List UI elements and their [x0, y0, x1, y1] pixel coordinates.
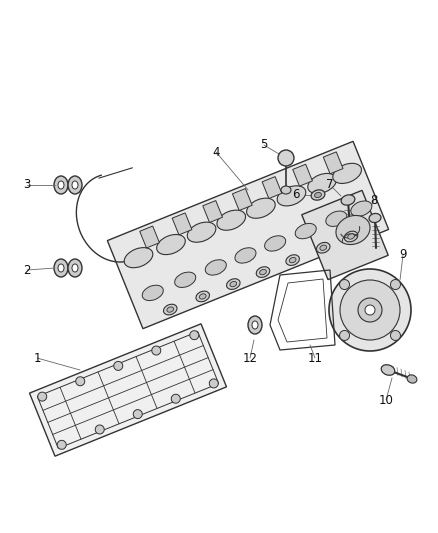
Text: 3: 3 — [23, 179, 31, 191]
Polygon shape — [29, 324, 226, 456]
Ellipse shape — [281, 186, 291, 194]
Ellipse shape — [68, 259, 82, 277]
Polygon shape — [233, 189, 252, 211]
Ellipse shape — [58, 264, 64, 272]
Text: 12: 12 — [243, 351, 258, 365]
Ellipse shape — [311, 190, 325, 200]
Ellipse shape — [76, 377, 85, 386]
Ellipse shape — [205, 260, 226, 275]
Text: 5: 5 — [260, 139, 268, 151]
Polygon shape — [323, 152, 343, 174]
Ellipse shape — [308, 173, 336, 193]
Ellipse shape — [340, 280, 400, 340]
Text: 8: 8 — [370, 193, 378, 206]
Ellipse shape — [336, 215, 370, 245]
Ellipse shape — [314, 192, 321, 198]
Ellipse shape — [171, 394, 180, 403]
Polygon shape — [140, 226, 159, 248]
Ellipse shape — [286, 255, 300, 265]
Ellipse shape — [157, 235, 185, 255]
Ellipse shape — [57, 440, 66, 449]
Ellipse shape — [163, 304, 177, 315]
Polygon shape — [262, 176, 282, 198]
Ellipse shape — [329, 269, 411, 351]
Text: 7: 7 — [326, 179, 334, 191]
Text: 6: 6 — [292, 189, 300, 201]
Ellipse shape — [256, 266, 270, 277]
Ellipse shape — [230, 281, 237, 287]
Ellipse shape — [54, 259, 68, 277]
Text: 4: 4 — [212, 146, 220, 158]
Ellipse shape — [320, 245, 327, 251]
Text: 11: 11 — [307, 351, 322, 365]
Ellipse shape — [381, 365, 395, 375]
Ellipse shape — [348, 234, 354, 239]
Ellipse shape — [209, 379, 218, 388]
Ellipse shape — [252, 321, 258, 329]
Text: 1: 1 — [33, 351, 41, 365]
Ellipse shape — [365, 305, 375, 315]
Ellipse shape — [196, 291, 209, 302]
Ellipse shape — [190, 330, 199, 340]
Ellipse shape — [248, 316, 262, 334]
Ellipse shape — [175, 272, 196, 287]
Ellipse shape — [333, 163, 361, 183]
Polygon shape — [107, 141, 389, 329]
Ellipse shape — [152, 346, 161, 355]
Ellipse shape — [339, 279, 350, 289]
Ellipse shape — [199, 294, 206, 299]
Ellipse shape — [226, 279, 240, 289]
Ellipse shape — [339, 330, 350, 341]
Polygon shape — [172, 213, 192, 235]
Text: 9: 9 — [399, 248, 407, 262]
Ellipse shape — [295, 223, 316, 239]
Ellipse shape — [68, 176, 82, 194]
Ellipse shape — [390, 330, 400, 341]
Ellipse shape — [72, 264, 78, 272]
Polygon shape — [203, 200, 223, 222]
Ellipse shape — [265, 236, 286, 251]
Ellipse shape — [124, 248, 153, 268]
Ellipse shape — [260, 269, 266, 274]
Ellipse shape — [114, 361, 123, 370]
Ellipse shape — [133, 409, 142, 418]
Ellipse shape — [358, 298, 382, 322]
Ellipse shape — [278, 150, 294, 166]
Ellipse shape — [247, 198, 275, 219]
Ellipse shape — [326, 211, 347, 227]
Ellipse shape — [289, 257, 296, 263]
Ellipse shape — [390, 279, 400, 289]
Ellipse shape — [38, 392, 47, 401]
Ellipse shape — [341, 195, 355, 205]
Ellipse shape — [95, 425, 104, 434]
Ellipse shape — [58, 181, 64, 189]
Ellipse shape — [369, 213, 381, 223]
Polygon shape — [293, 164, 312, 186]
Ellipse shape — [167, 307, 173, 312]
Ellipse shape — [54, 176, 68, 194]
Ellipse shape — [351, 201, 372, 216]
Ellipse shape — [235, 248, 256, 263]
Ellipse shape — [407, 375, 417, 383]
Text: 2: 2 — [23, 263, 31, 277]
Ellipse shape — [187, 222, 216, 243]
Ellipse shape — [72, 181, 78, 189]
Ellipse shape — [317, 243, 330, 253]
Polygon shape — [302, 190, 388, 280]
Ellipse shape — [277, 186, 306, 206]
Ellipse shape — [344, 231, 358, 242]
Ellipse shape — [217, 210, 246, 230]
Text: 10: 10 — [378, 393, 393, 407]
Ellipse shape — [142, 285, 163, 301]
